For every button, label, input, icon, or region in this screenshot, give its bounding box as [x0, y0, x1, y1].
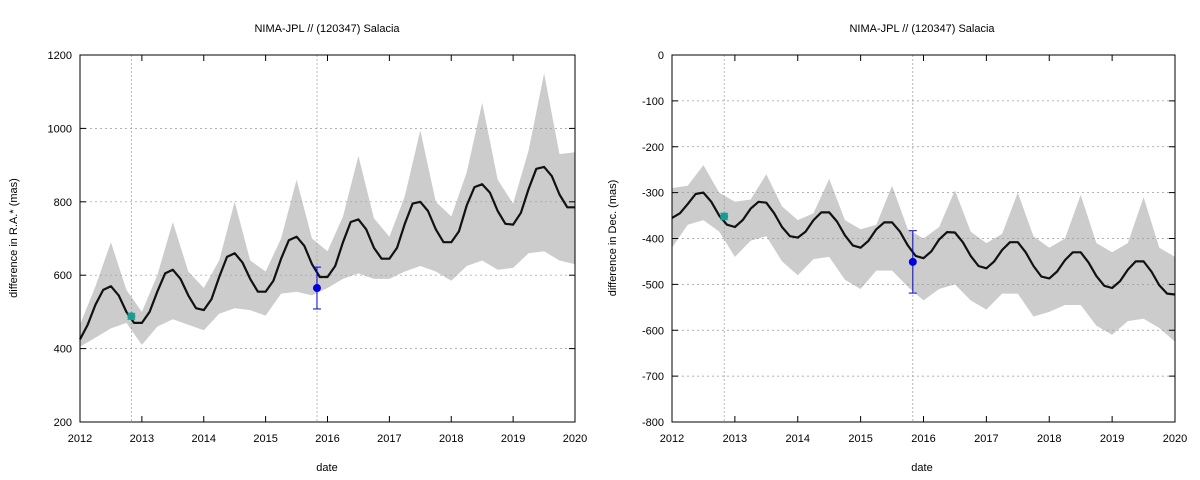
dec-x-tick-label: 2017: [974, 433, 998, 445]
dec-x-tick-label: 2020: [1163, 433, 1187, 445]
dec-y-tick-label: -100: [642, 96, 664, 108]
dec-y-tick-label: -400: [642, 234, 664, 246]
dec-x-tick-label: 2018: [1037, 433, 1061, 445]
ra-y-tick-label: 1200: [48, 50, 72, 62]
dec-y-tick-label: -800: [642, 417, 664, 429]
dec-y-tick-label: -200: [642, 142, 664, 154]
ra-y-axis-label: difference in R.A.* (mas): [8, 178, 20, 298]
ra-x-tick-label: 2017: [377, 433, 401, 445]
ra-x-tick-label: 2018: [439, 433, 463, 445]
ra-panel: NIMA-JPL // (120347) Salacia date differ…: [8, 23, 587, 474]
ra-x-tick-label: 2019: [501, 433, 525, 445]
ra-x-tick-label: 2014: [192, 433, 216, 445]
ra-x-tick-label: 2016: [315, 433, 339, 445]
dec-y-axis-label: difference in Dec. (mas): [607, 180, 619, 297]
ra-chart-title: NIMA-JPL // (120347) Salacia: [254, 23, 400, 35]
ra-y-tick-label: 1000: [48, 123, 72, 135]
dec-x-tick-label: 2015: [848, 433, 872, 445]
dec-observation-point: [720, 212, 729, 221]
dec-y-tick-label: -600: [642, 325, 664, 337]
ra-observation-point: [312, 284, 321, 293]
ra-y-tick-label: 600: [54, 270, 72, 282]
dec-y-tick-label: -500: [642, 279, 664, 291]
ra-y-tick-label: 200: [54, 417, 72, 429]
ra-x-tick-label: 2013: [130, 433, 154, 445]
dec-panel: NIMA-JPL // (120347) Salacia date differ…: [607, 23, 1187, 474]
ra-uncertainty-band: [80, 73, 575, 347]
dec-x-tick-label: 2016: [911, 433, 935, 445]
dec-uncertainty-band: [672, 165, 1175, 342]
dec-y-tick-label: 0: [658, 50, 664, 62]
ra-x-tick-label: 2020: [563, 433, 587, 445]
dec-x-tick-label: 2012: [660, 433, 684, 445]
dec-y-tick-label: -700: [642, 371, 664, 383]
dec-plot-frame: [671, 54, 1176, 423]
ra-x-tick-label: 2015: [253, 433, 277, 445]
ra-y-tick-label: 800: [54, 197, 72, 209]
ra-ephemeris-curve: [79, 165, 575, 340]
ra-observation-point: [127, 312, 136, 321]
dec-ephemeris-curve: [671, 191, 1176, 296]
ra-x-tick-label: 2012: [68, 433, 92, 445]
ra-y-tick-label: 400: [54, 344, 72, 356]
ra-x-axis-label: date: [316, 462, 337, 474]
dec-chart-title: NIMA-JPL // (120347) Salacia: [849, 23, 995, 35]
dec-y-tick-label: -300: [642, 188, 664, 200]
dec-x-tick-label: 2014: [786, 433, 810, 445]
dec-x-axis-label: date: [911, 462, 932, 474]
dec-observation-point: [908, 257, 917, 266]
dec-x-tick-label: 2019: [1100, 433, 1124, 445]
ra-plot-frame: [79, 54, 576, 423]
dec-x-tick-label: 2013: [723, 433, 747, 445]
